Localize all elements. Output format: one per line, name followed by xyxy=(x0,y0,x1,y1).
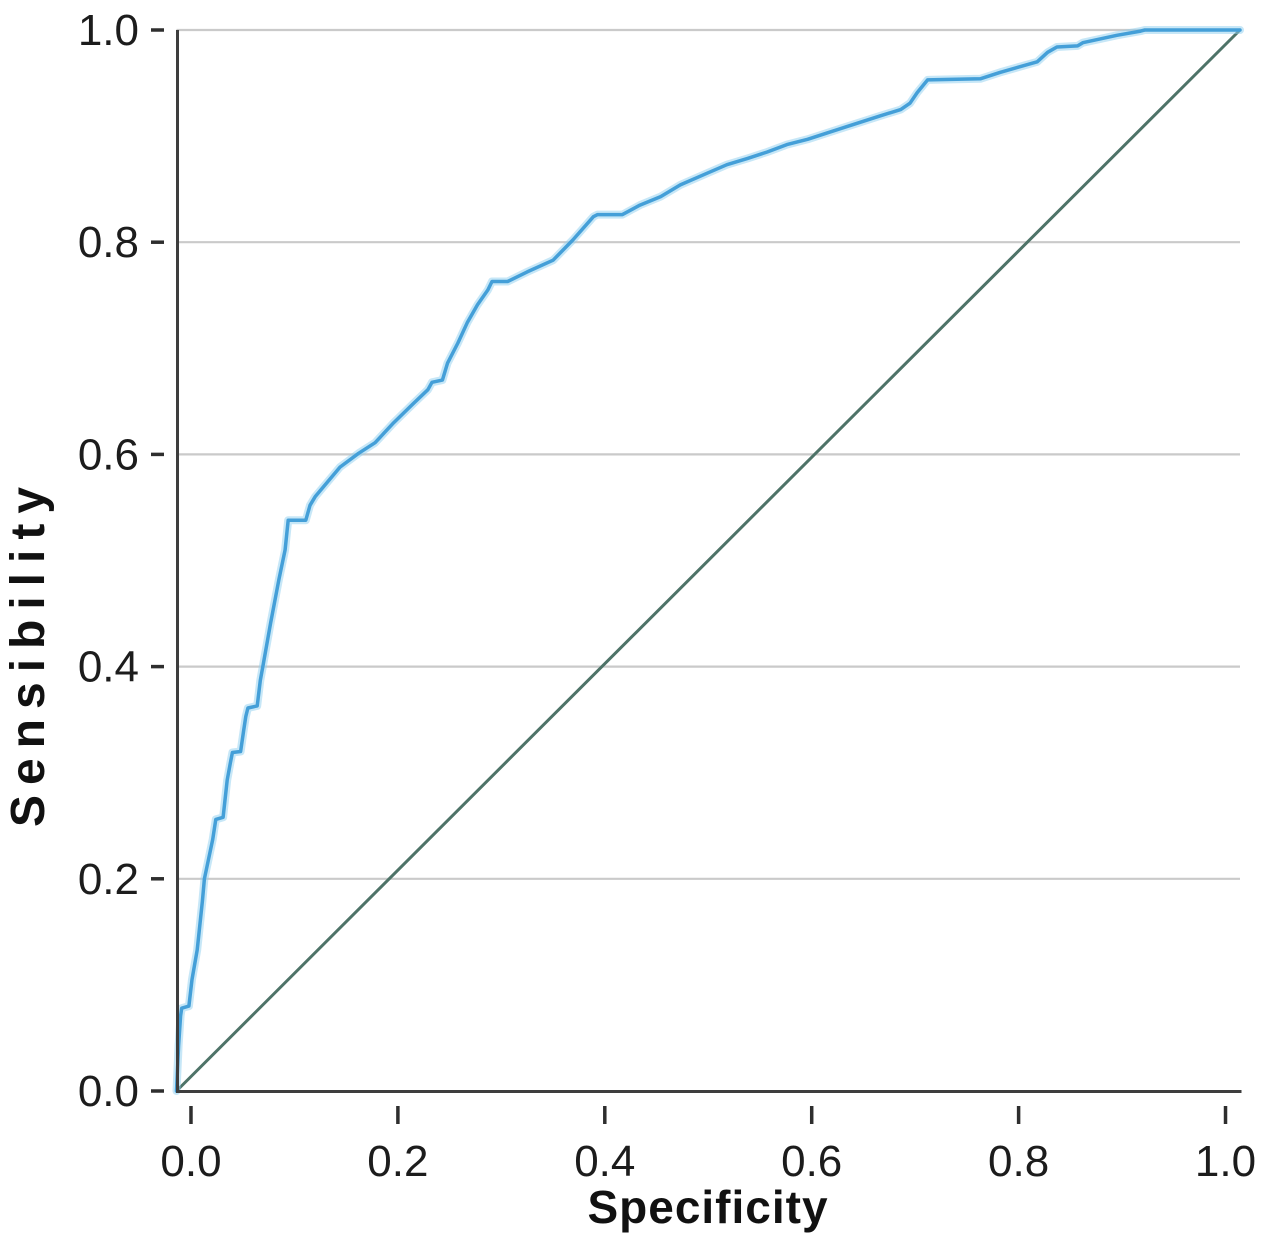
y-tick-label-0.2: 0.2 xyxy=(78,855,139,904)
y-tick-label-0.8: 0.8 xyxy=(78,218,139,267)
x-axis-title: Specificity xyxy=(587,1181,828,1233)
y-tick-label-0.6: 0.6 xyxy=(78,430,139,479)
x-tick-label-0.8: 0.8 xyxy=(988,1137,1049,1186)
x-tick-label-0.6: 0.6 xyxy=(781,1137,842,1186)
tick-labels-layer: 0.0 0.2 0.4 0.6 0.8 1.0 0.0 0.2 0.4 0.6 0.8 1.0 xyxy=(78,6,1256,1186)
gridlines-layer xyxy=(176,28,1240,880)
axes-layer xyxy=(151,28,1242,1124)
y-tick-label-0.4: 0.4 xyxy=(78,643,139,692)
x-tick-label-0: 0.0 xyxy=(160,1137,221,1186)
x-tick-label-0.4: 0.4 xyxy=(574,1137,635,1186)
roc-curve-line xyxy=(174,28,1242,1093)
y-tick-label-1: 1.0 xyxy=(78,6,139,55)
x-tick-label-1: 1.0 xyxy=(1195,1137,1256,1186)
reference-diagonal-line xyxy=(175,28,1242,1093)
y-tick-label-0: 0.0 xyxy=(78,1067,139,1116)
y-axis-title: Sensibility xyxy=(2,477,55,827)
series-layer xyxy=(172,26,1244,1095)
x-tick-label-0.2: 0.2 xyxy=(367,1137,428,1186)
